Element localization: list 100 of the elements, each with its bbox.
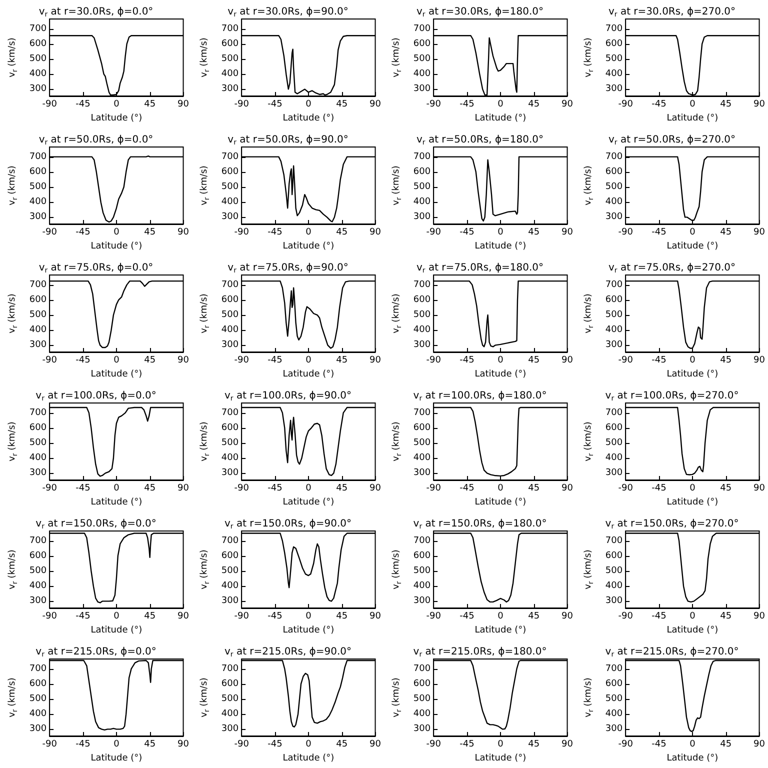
y-tick-label: 500: [605, 438, 623, 448]
x-tick-label: -45: [460, 612, 474, 622]
x-tick-label: 0: [498, 100, 504, 110]
x-axis-title: Latitude (°): [282, 242, 334, 252]
x-axis-title: Latitude (°): [474, 498, 526, 508]
x-tick-label: 90: [370, 356, 382, 366]
y-tick-label: 400: [221, 709, 239, 720]
x-tick-label: 45: [528, 612, 540, 622]
x-tick-label: -45: [268, 612, 282, 622]
x-tick-label: 0: [306, 484, 312, 494]
y-tick-label: 400: [221, 453, 239, 464]
x-tick-label: -45: [268, 484, 282, 494]
x-axis-title: Latitude (°): [90, 114, 142, 124]
x-axis-title: Latitude (°): [282, 370, 334, 380]
y-tick-label: 300: [29, 468, 47, 478]
y-tick-label: 400: [413, 581, 431, 592]
y-tick-label: 500: [29, 694, 47, 704]
x-tick-label: 45: [720, 228, 732, 238]
x-axis-title: Latitude (°): [90, 370, 142, 380]
y-tick-label: 700: [221, 280, 239, 290]
y-tick-label: 300: [29, 84, 47, 94]
x-tick-label: 90: [562, 484, 574, 494]
line-series: [432, 406, 568, 477]
y-tick-label: 500: [605, 54, 623, 64]
y-tick-label: 600: [413, 550, 431, 561]
y-tick-label: 300: [221, 84, 239, 94]
x-tick-label: 90: [370, 228, 382, 238]
y-tick-label: 700: [29, 408, 47, 418]
y-tick-label: 300: [29, 724, 47, 734]
x-tick-label: 0: [114, 484, 120, 494]
y-tick-label: 500: [29, 438, 47, 448]
y-tick-label: 400: [29, 69, 47, 80]
x-tick-label: -45: [460, 484, 474, 494]
y-tick-label: 600: [413, 38, 431, 49]
y-tick-label: 600: [29, 422, 47, 433]
x-tick-label: -90: [42, 484, 58, 494]
y-tick-label: 700: [605, 152, 623, 162]
x-tick-label: 45: [144, 612, 156, 622]
x-tick-label: 90: [754, 740, 766, 750]
x-tick-label: 45: [720, 100, 732, 110]
y-tick-label: 500: [29, 566, 47, 576]
x-tick-label: -45: [76, 100, 90, 110]
x-tick-label: -45: [460, 740, 474, 750]
x-axis-title: Latitude (°): [474, 754, 526, 764]
y-tick-label: 300: [605, 340, 623, 350]
y-tick-label: 600: [605, 166, 623, 177]
x-tick-label: -45: [268, 100, 282, 110]
y-tick-label: 700: [221, 24, 239, 34]
y-tick-label: 400: [605, 453, 623, 464]
x-tick-label: 45: [336, 612, 348, 622]
y-tick-label: 400: [221, 69, 239, 80]
x-tick-label: 45: [720, 740, 732, 750]
y-tick-label: 500: [221, 438, 239, 448]
y-tick-label: 500: [29, 54, 47, 64]
y-tick-label: 700: [413, 536, 431, 546]
y-tick-label: 700: [413, 280, 431, 290]
x-tick-label: -90: [426, 484, 442, 494]
y-tick-label: 300: [221, 468, 239, 478]
x-axis-title: Latitude (°): [474, 242, 526, 252]
x-tick-label: 45: [144, 228, 156, 238]
x-axis-title: Latitude (°): [90, 626, 142, 636]
x-tick-label: 45: [528, 100, 540, 110]
x-tick-label: -90: [234, 484, 250, 494]
y-tick-label: 600: [221, 38, 239, 49]
line-series: [48, 406, 184, 477]
x-tick-label: -90: [618, 484, 634, 494]
y-tick-label: 500: [413, 566, 431, 576]
x-tick-label: -45: [652, 100, 666, 110]
y-tick-label: 600: [221, 166, 239, 177]
y-tick-label: 600: [221, 294, 239, 305]
y-tick-label: 600: [413, 294, 431, 305]
x-tick-label: -45: [76, 228, 90, 238]
y-tick-label: 600: [605, 38, 623, 49]
y-tick-label: 400: [413, 325, 431, 336]
x-tick-label: 0: [114, 356, 120, 366]
x-tick-label: -45: [76, 612, 90, 622]
y-tick-label: 300: [29, 596, 47, 606]
y-tick-label: 300: [221, 212, 239, 222]
x-tick-label: -45: [76, 740, 90, 750]
y-tick-label: 600: [413, 422, 431, 433]
x-tick-label: 0: [498, 356, 504, 366]
x-tick-label: 90: [562, 100, 574, 110]
x-tick-label: 45: [528, 356, 540, 366]
x-tick-label: -90: [426, 356, 442, 366]
x-tick-label: -90: [42, 740, 58, 750]
y-tick-label: 400: [29, 453, 47, 464]
y-tick-label: 500: [221, 694, 239, 704]
y-tick-label: 300: [413, 468, 431, 478]
y-tick-label: 300: [605, 596, 623, 606]
x-tick-label: -90: [426, 740, 442, 750]
y-tick-label: 600: [29, 678, 47, 689]
x-tick-label: 45: [144, 100, 156, 110]
y-tick-label: 300: [413, 724, 431, 734]
y-tick-label: 400: [413, 709, 431, 720]
y-tick-label: 400: [605, 709, 623, 720]
y-tick-label: 300: [413, 340, 431, 350]
y-tick-label: 600: [413, 166, 431, 177]
y-tick-label: 500: [413, 182, 431, 192]
y-tick-label: 500: [413, 694, 431, 704]
y-tick-label: 700: [221, 536, 239, 546]
